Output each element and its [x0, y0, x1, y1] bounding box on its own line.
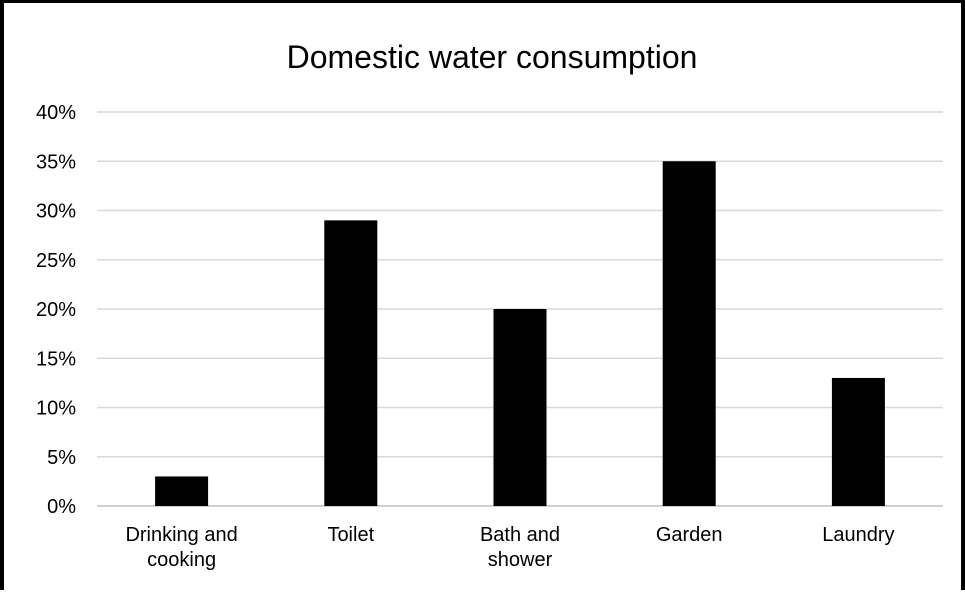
x-tick-label-line: Garden	[656, 524, 723, 546]
y-tick-label: 5%	[47, 447, 76, 469]
chart-title: Domestic water consumption	[287, 39, 698, 75]
x-tick-label-line: Drinking and	[125, 524, 237, 546]
bar-laundry	[831, 377, 885, 506]
bar-bath-and-shower	[493, 309, 547, 506]
bars	[155, 161, 885, 506]
x-tick-label-line: cooking	[147, 549, 216, 571]
y-tick-label: 35%	[36, 151, 76, 173]
x-tick-label-line: shower	[488, 549, 553, 571]
x-tick-label: Laundry	[822, 524, 894, 546]
x-tick-label-line: Bath and	[480, 524, 560, 546]
y-tick-label: 25%	[36, 250, 76, 272]
bar-drinking-and-cooking	[155, 476, 209, 506]
bar-garden	[662, 161, 716, 506]
x-tick-label: Bath and shower	[480, 524, 560, 571]
x-tick-label: Drinking and cooking	[125, 524, 237, 571]
x-tick-label-line: Laundry	[822, 524, 894, 546]
y-axis-tick-labels: 0% 5% 10% 15% 20% 25% 30% 35% 40%	[36, 102, 76, 518]
y-tick-label: 0%	[47, 496, 76, 518]
y-tick-label: 15%	[36, 348, 76, 370]
x-tick-label: Toilet	[327, 524, 374, 546]
y-tick-label: 30%	[36, 201, 76, 223]
y-tick-label: 40%	[36, 102, 76, 124]
bar-toilet	[324, 220, 378, 506]
y-tick-label: 10%	[36, 398, 76, 420]
x-axis-tick-labels: Drinking and cooking Toilet Bath and shower G…	[125, 524, 894, 571]
y-tick-label: 20%	[36, 299, 76, 321]
x-tick-label: Garden	[656, 524, 723, 546]
x-tick-label-line: Toilet	[327, 524, 374, 546]
